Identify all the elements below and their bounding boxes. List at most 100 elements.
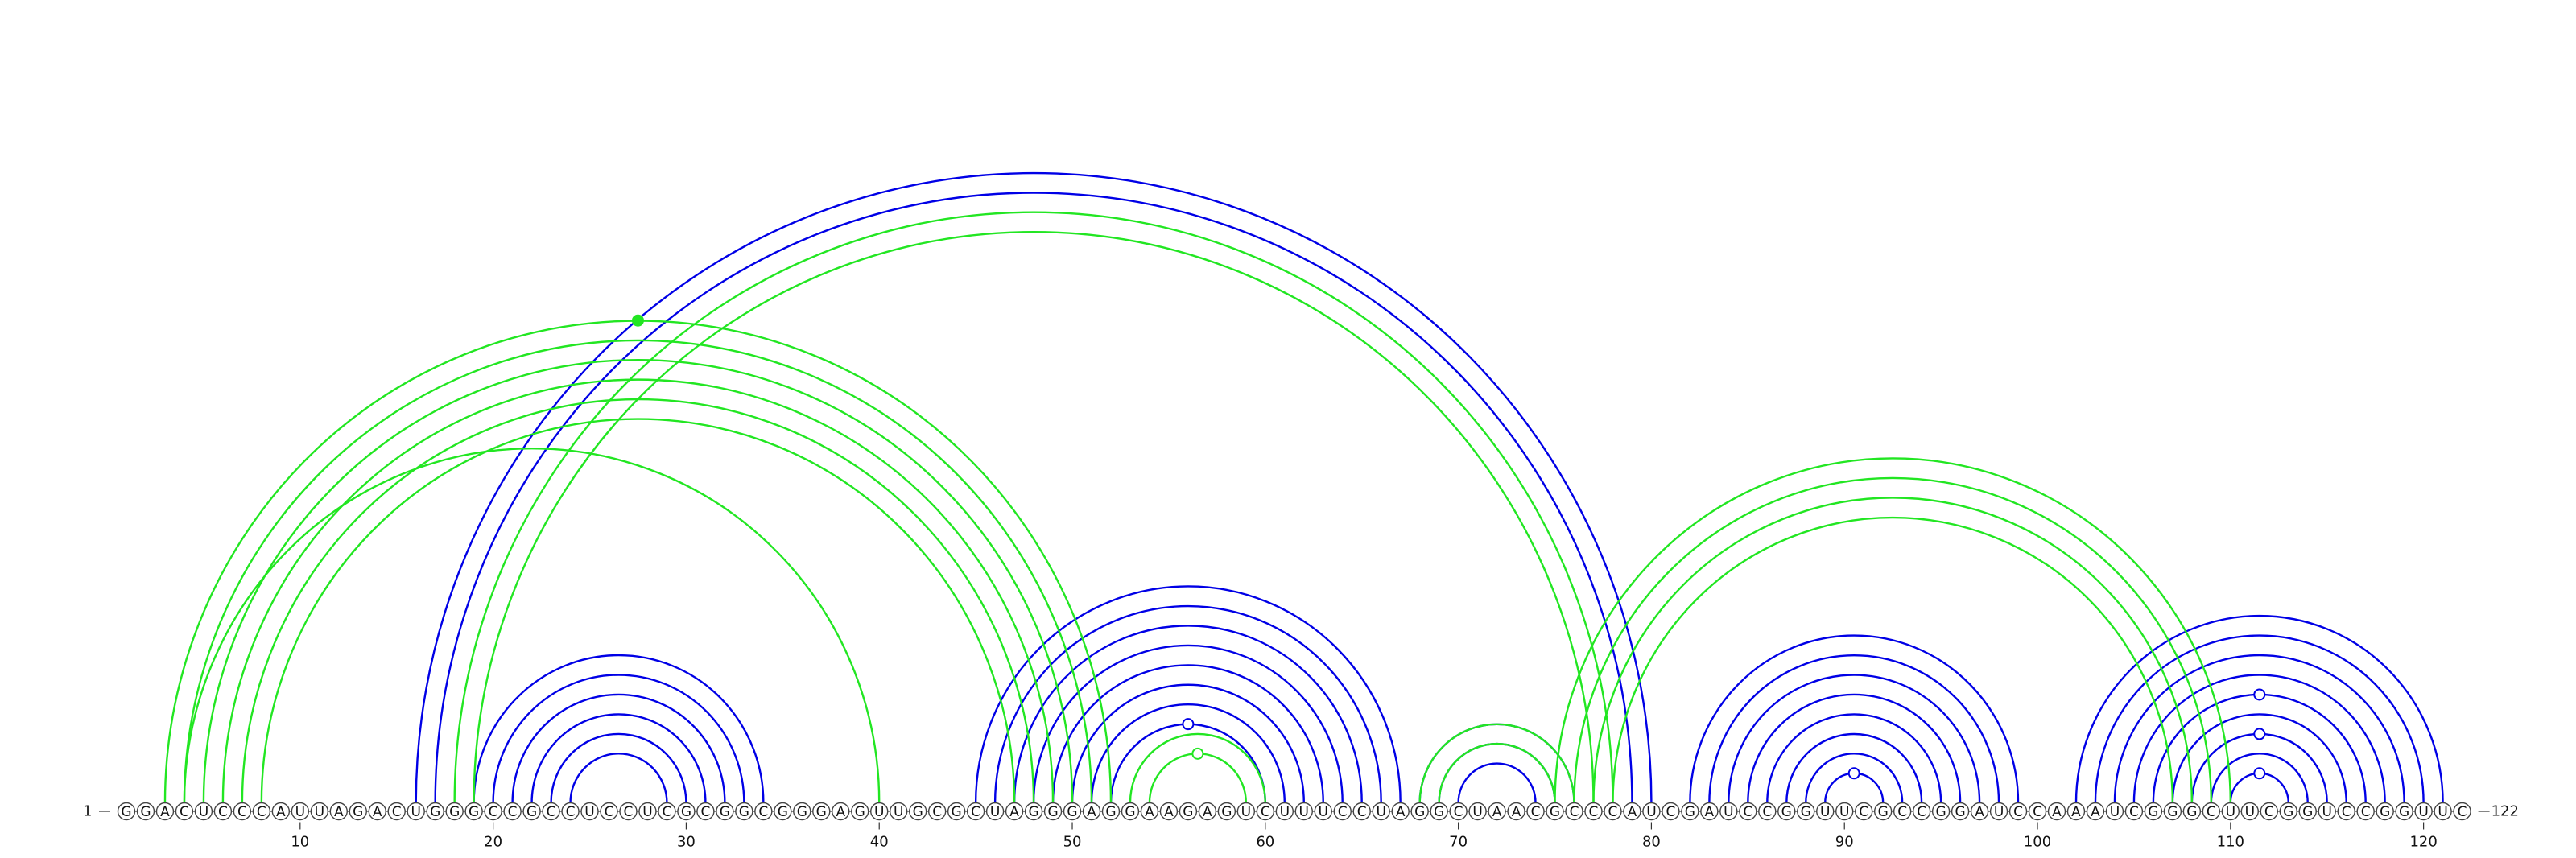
nucleotide-76 (1565, 802, 1583, 821)
nucleotide-61 (1275, 802, 1294, 821)
blue-arc-17-79 (434, 192, 1633, 803)
tick-label-120: 120 (2409, 834, 2437, 851)
nucleotide-17 (426, 802, 444, 821)
nucleotide-letter-82: G (1685, 804, 1695, 820)
nucleotide-112 (2260, 802, 2278, 821)
nucleotide-letter-32: G (720, 804, 730, 820)
nucleotide-letter-96: G (1955, 804, 1966, 820)
nucleotide-102 (2066, 802, 2086, 821)
nucleotide-letter-108: G (2186, 804, 2197, 820)
nucleotide-71 (1468, 802, 1487, 821)
green-arc-75-110 (1554, 457, 2232, 803)
blue-arc-105-118 (2132, 674, 2386, 803)
tick-label-60: 60 (1256, 834, 1274, 851)
nucleotide-letter-3: A (160, 804, 170, 820)
nucleotide-38 (832, 802, 850, 821)
green-arc-5-50 (202, 359, 1074, 803)
nucleotide-letter-5: U (199, 804, 208, 820)
nucleotide-letter-102: A (2071, 804, 2081, 820)
nucleotide-44 (947, 802, 966, 821)
nucleotide-letter-16: U (411, 804, 420, 820)
nucleotide-letter-6: C (218, 804, 228, 820)
nucleotide-letter-19: G (469, 804, 479, 820)
nucleotide-letter-54: A (1145, 804, 1154, 820)
tick-label-50: 50 (1063, 834, 1082, 851)
nucleotide-letter-104: U (2110, 804, 2120, 820)
nucleotide-letter-29: C (663, 804, 672, 820)
nucleotide-69 (1430, 802, 1448, 821)
nucleotide-letter-1: G (121, 804, 131, 820)
nucleotide-52 (1101, 802, 1121, 821)
loop-marker-108-115 (2253, 728, 2266, 740)
nucleotide-103 (2086, 802, 2105, 821)
nucleotide-letter-66: U (1376, 804, 1385, 820)
nucleotide-letter-103: A (2091, 804, 2100, 820)
nucleotide-letter-30: G (681, 804, 691, 820)
tick-label-30: 30 (677, 834, 696, 851)
nucleotide-letter-48: G (1028, 804, 1038, 820)
nucleotide-letter-70: C (1454, 804, 1463, 820)
nucleotide-letter-23: C (547, 804, 556, 820)
blue-arc-51-61 (1090, 703, 1286, 803)
blue-arc-22-31 (530, 713, 707, 803)
nucleotide-letter-31: C (700, 804, 710, 820)
nucleotide-110 (2221, 802, 2240, 821)
nucleotide-letter-80: U (1646, 804, 1656, 820)
nucleotide-55 (1159, 802, 1179, 821)
nucleotide-letter-90: U (1839, 804, 1849, 820)
nucleotide-2 (136, 802, 155, 821)
nucleotide-letter-119: G (2399, 804, 2409, 820)
nucleotide-42 (908, 802, 927, 821)
nucleotide-85 (1739, 802, 1757, 821)
nucleotide-letter-7: C (237, 804, 247, 820)
loop-marker-89-92 (1847, 767, 1860, 780)
tick-label-10: 10 (291, 834, 309, 851)
nucleotide-letter-77: C (1589, 804, 1599, 820)
nucleotide-81 (1662, 802, 1680, 821)
nucleotide-33 (735, 802, 753, 821)
nucleotide-letter-52: G (1105, 804, 1116, 820)
nucleotide-43 (927, 802, 947, 821)
blue-arc-104-119 (2113, 654, 2405, 803)
nucleotide-letter-25: U (584, 804, 594, 820)
nucleotide-84 (1719, 802, 1738, 821)
nucleotide-86 (1758, 802, 1777, 821)
nucleotide-letter-43: C (932, 804, 942, 820)
nucleotide-91 (1854, 802, 1873, 821)
nucleotide-67 (1391, 802, 1410, 821)
nucleotide-90 (1835, 802, 1854, 821)
nucleotide-letter-39: G (855, 804, 865, 820)
nucleotide-letter-87: G (1781, 804, 1792, 820)
nucleotide-letter-57: A (1203, 804, 1212, 820)
nucleotide-letter-101: A (2052, 804, 2062, 820)
nucleotide-letter-117: C (2361, 804, 2371, 820)
nucleotide-115 (2318, 802, 2336, 821)
nucleotide-letter-37: G (816, 804, 827, 820)
nucleotide-5 (194, 802, 213, 821)
nucleotide-letter-97: A (1975, 804, 1984, 820)
nucleotide-letter-62: U (1299, 804, 1309, 820)
nucleotide-63 (1314, 802, 1332, 821)
nucleotide-letter-20: C (489, 804, 498, 820)
nucleotide-letter-40: U (874, 804, 884, 820)
nucleotide-88 (1797, 802, 1815, 821)
nucleotide-letter-72: A (1492, 804, 1502, 820)
nucleotide-letter-13: G (353, 804, 363, 820)
nucleotide-letter-112: C (2264, 804, 2274, 820)
nucleotide-letter-120: U (2418, 804, 2428, 820)
nucleotide-83 (1700, 802, 1719, 821)
nucleotide-10 (291, 802, 310, 821)
start-position-label: 1 (83, 803, 92, 820)
loop-marker-3-52 (631, 314, 644, 327)
nucleotide-4 (175, 802, 194, 821)
nucleotide-letter-111: U (2245, 804, 2255, 820)
tick-label-90: 90 (1835, 834, 1854, 851)
green-arc-18-78 (453, 211, 1614, 803)
position-ticks: 10 20 30 40 50 60 70 80 90 100 110 120 (291, 822, 2438, 851)
blue-arc-86-95 (1766, 713, 1942, 803)
blue-arc-84-97 (1728, 674, 1981, 803)
nucleotide-letter-56: G (1183, 804, 1193, 820)
nucleotide-19 (464, 802, 483, 821)
